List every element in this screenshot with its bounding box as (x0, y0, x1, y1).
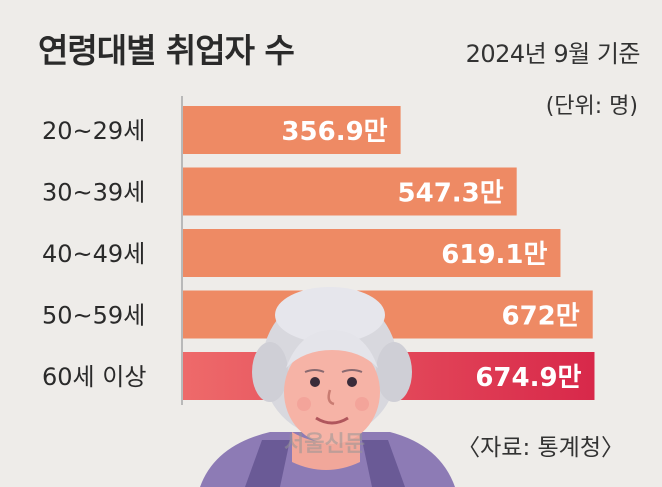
category-label-3: 40~49세 (42, 240, 145, 268)
value-label-1: 356.9만 (281, 117, 387, 147)
source-note: 〈자료: 통계청〉 (457, 435, 624, 461)
reference-date: 2024년 9월 기준 (465, 40, 641, 68)
category-label-2: 30~39세 (42, 179, 145, 207)
publisher-watermark: 서울신문 (284, 432, 365, 457)
elderly-woman-illustration (200, 287, 455, 487)
chart-title: 연령대별 취업자 수 (38, 31, 295, 70)
bar-3 (183, 229, 561, 277)
category-label-1: 20~29세 (42, 117, 145, 145)
category-label-5: 60세 이상 (42, 363, 146, 391)
value-label-3: 619.1만 (441, 240, 547, 270)
category-label-4: 50~59세 (42, 302, 145, 330)
unit-label: (단위: 명) (545, 94, 638, 119)
bar-1 (183, 106, 401, 154)
value-label-4: 672만 (502, 302, 580, 332)
value-label-2: 547.3만 (398, 179, 504, 209)
bar-2 (183, 167, 517, 216)
value-label-5: 674.9만 (475, 363, 581, 393)
